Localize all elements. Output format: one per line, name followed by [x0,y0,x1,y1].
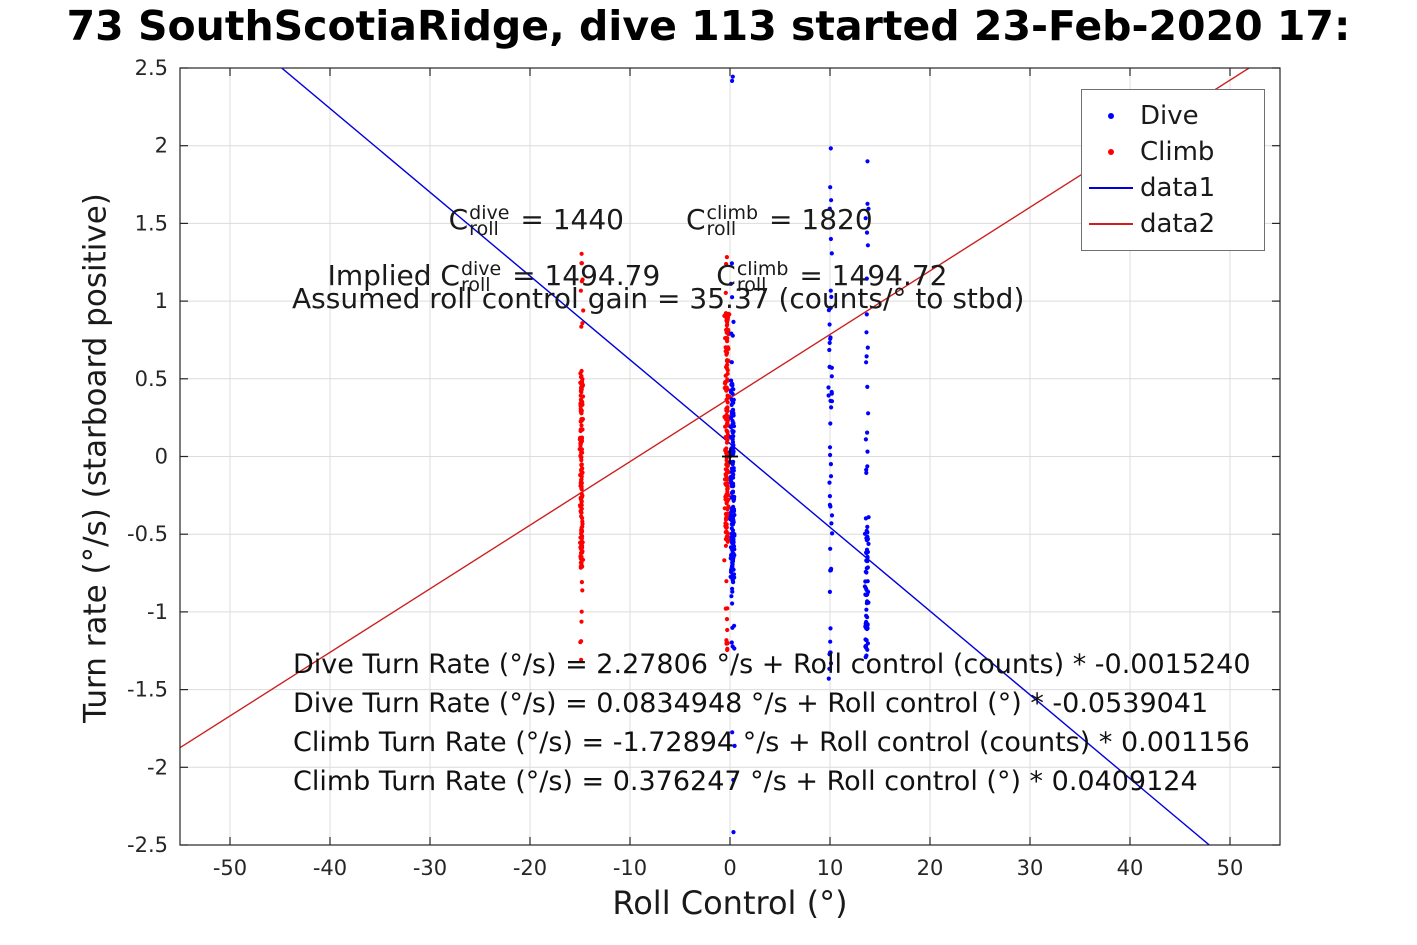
equation-climb-degrees: Climb Turn Rate (°/s) = 0.376247 °/s + R… [293,766,1198,797]
legend-marker-cell [1082,149,1140,155]
implied-dive-value: = 1494.79 [503,259,661,292]
c-symbol: C [448,203,469,236]
svg-text:50: 50 [1217,856,1244,880]
data2-line-icon [1089,223,1133,225]
svg-text:-50: -50 [213,856,247,880]
legend-marker-cell [1082,223,1140,225]
svg-text:-40: -40 [313,856,347,880]
legend-label-data1: data1 [1140,173,1216,203]
svg-text:-2: -2 [147,755,168,779]
fit-equations: Dive Turn Rate (°/s) = 2.27806 °/s + Rol… [293,645,1251,801]
svg-text:2.5: 2.5 [135,56,168,80]
c-climb-value: = 1820 [760,203,873,236]
svg-text:2: 2 [155,134,168,158]
supsub-dive-roll: dive roll [460,258,502,296]
legend-marker-cell [1082,187,1140,189]
svg-text:0.5: 0.5 [135,367,168,391]
svg-text:40: 40 [1117,856,1144,880]
svg-text:0: 0 [155,445,168,469]
supsub-climb-roll: climb roll [736,258,789,296]
supsub-climb-roll: climb roll [706,202,759,240]
legend-row-data2: data2 [1082,206,1264,242]
legend-label-data2: data2 [1140,209,1216,239]
equation-climb-counts: Climb Turn Rate (°/s) = -1.72894 °/s + R… [293,727,1250,758]
equation-dive-degrees: Dive Turn Rate (°/s) = 0.0834948 °/s + R… [293,688,1209,719]
svg-text:-1: -1 [147,600,168,624]
legend-row-data1: data1 [1082,170,1264,206]
svg-text:0: 0 [723,856,736,880]
implied-climb-value: = 1494.72 [790,259,948,292]
equation-dive-counts: Dive Turn Rate (°/s) = 2.27806 °/s + Rol… [293,649,1251,680]
svg-text:-1.5: -1.5 [127,678,168,702]
roll-gain-annotation: Assumed roll control gain = 35.37 (count… [292,282,1025,315]
svg-text:1.5: 1.5 [135,211,168,235]
implied-c-symbol: Implied C [327,259,460,292]
svg-text:-0.5: -0.5 [127,522,168,546]
legend-row-climb: Climb [1082,134,1264,170]
svg-text:30: 30 [1017,856,1044,880]
legend-label-dive: Dive [1140,101,1199,131]
svg-text:-30: -30 [413,856,447,880]
c-symbol: C [716,259,736,292]
svg-text:-20: -20 [513,856,547,880]
y-axis-label: Turn rate (°/s) (starboard positive) [77,193,114,723]
supsub-dive-roll: dive roll [469,202,510,240]
c-symbol: C [685,203,706,236]
climb-dot-icon [1108,149,1114,155]
chart-title: 73 SouthScotiaRidge, dive 113 started 23… [66,2,1351,50]
svg-text:20: 20 [917,856,944,880]
c-dive-value: = 1440 [511,203,624,236]
legend-marker-cell [1082,113,1140,119]
legend: Dive Climb data1 data2 [1081,89,1265,251]
dive-dot-icon [1108,113,1114,119]
legend-label-climb: Climb [1140,137,1215,167]
svg-text:-2.5: -2.5 [127,833,168,857]
svg-text:1: 1 [155,289,168,313]
legend-row-dive: Dive [1082,98,1264,134]
x-axis-label: Roll Control (°) [612,884,848,922]
data1-line-icon [1089,187,1133,189]
svg-text:-10: -10 [613,856,647,880]
svg-text:10: 10 [817,856,844,880]
